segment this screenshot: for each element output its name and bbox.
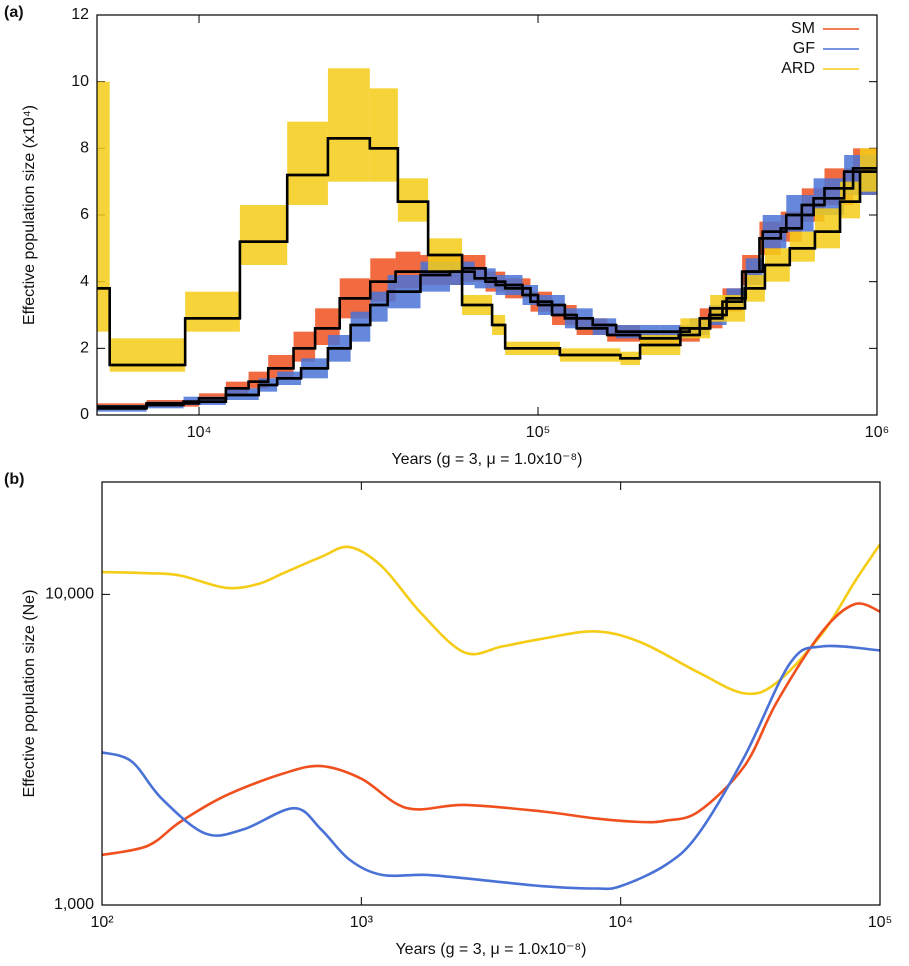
plot-area (97, 68, 877, 412)
y-tick-label: 10,000 (45, 586, 94, 603)
x-tick-label: 10⁴ (608, 914, 633, 931)
x-axis-label: Years (g = 3, μ = 1.0x10⁻⁸) (391, 451, 582, 468)
estimate-connector (97, 170, 877, 410)
plot-frame (96, 14, 878, 416)
y-tick-label: 8 (80, 140, 89, 157)
x-tick-label: 10⁴ (187, 424, 212, 441)
x-tick-label: 10⁵ (526, 424, 550, 441)
bootstrap-band (814, 208, 841, 249)
bootstrap-band (185, 291, 240, 332)
y-axis-label: Effective population size (Ne) (21, 590, 38, 798)
y-tick-label: 10 (71, 73, 89, 90)
panel-label: (a) (4, 4, 24, 21)
x-axis-label: Years (g = 3, μ = 1.0x10⁻⁸) (395, 941, 586, 958)
bootstrap-band (350, 311, 371, 342)
legend-label: GF (793, 40, 815, 57)
ne-curve (101, 644, 881, 891)
plot-frame (101, 481, 881, 906)
y-tick-label: 4 (80, 273, 89, 290)
ne-curve (101, 543, 882, 696)
bootstrap-band (789, 231, 815, 262)
estimate-connector (97, 137, 877, 367)
ne-curve (101, 602, 881, 857)
panel-label: (b) (4, 471, 24, 488)
x-tick-label: 10⁶ (865, 424, 889, 441)
bootstrap-band (860, 148, 877, 192)
bootstrap-band (239, 205, 288, 265)
x-tick-label: 10³ (350, 914, 374, 931)
legend-label: ARD (781, 60, 815, 77)
bootstrap-band (327, 68, 370, 182)
bootstrap-band (97, 81, 110, 332)
bootstrap-band (397, 178, 429, 222)
bootstrap-band (369, 88, 398, 182)
legend-label: SM (791, 20, 815, 37)
y-tick-label: 1,000 (54, 896, 94, 913)
bootstrap-band (109, 338, 186, 372)
y-tick-label: 2 (80, 340, 89, 357)
bootstrap-band (287, 121, 328, 205)
y-axis-label: Effective population size (x10⁴) (21, 105, 38, 325)
bootstrap-band (592, 318, 617, 335)
x-tick-label: 10² (90, 914, 114, 931)
bootstrap-band (293, 331, 316, 362)
bootstrap-band (370, 291, 388, 322)
y-tick-label: 6 (80, 206, 89, 223)
y-tick-label: 0 (80, 406, 89, 423)
x-tick-label: 10⁵ (868, 914, 892, 931)
bootstrap-band (786, 195, 814, 232)
y-tick-label: 12 (71, 6, 89, 23)
estimate-connector (97, 167, 877, 408)
